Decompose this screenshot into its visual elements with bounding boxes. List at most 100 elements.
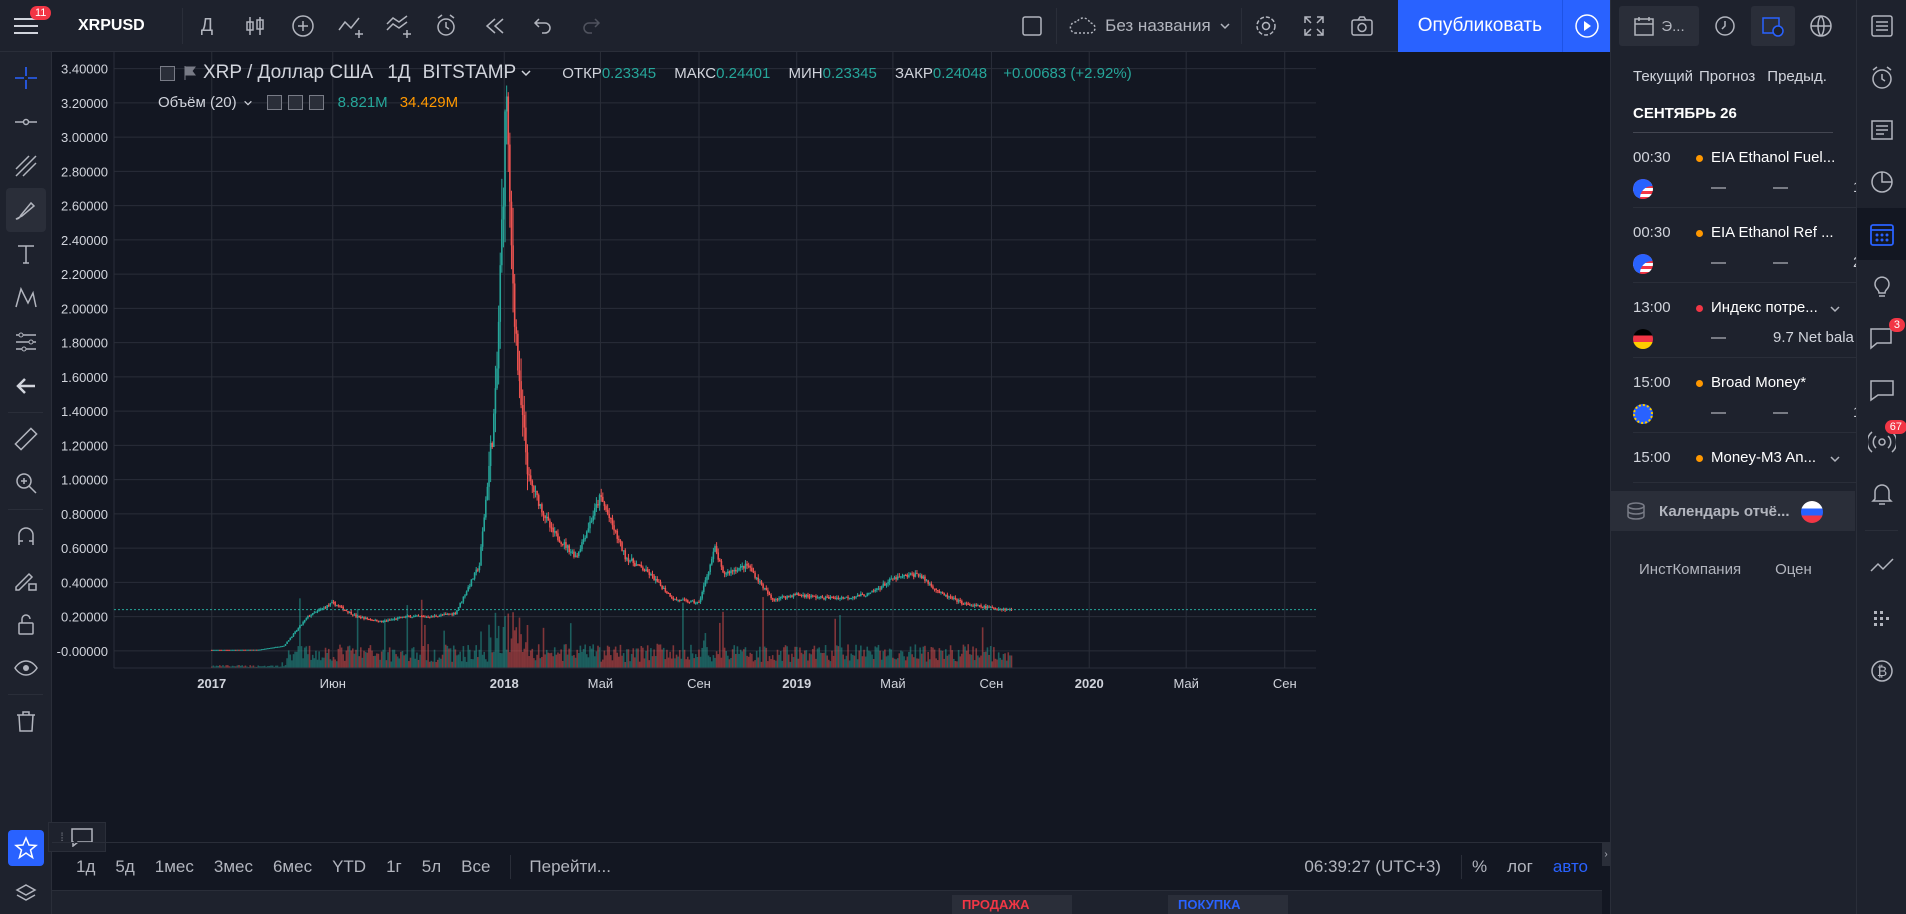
trading-button[interactable] [1857,541,1906,593]
calendar-tab[interactable]: Э... [1619,6,1699,46]
close-icon[interactable] [308,95,324,110]
lock-tool[interactable] [0,602,52,646]
range-button[interactable]: 1г [386,856,402,876]
fullscreen-button[interactable] [1290,0,1338,52]
tab-rating[interactable]: Оцен [1775,561,1812,578]
trendline-tool[interactable] [0,100,52,144]
fib-tool[interactable] [0,144,52,188]
chevron-down-icon[interactable] [1829,303,1841,315]
streams-button[interactable]: 67 [1857,416,1906,468]
event-row[interactable]: 13:00 Индекс потре... — 9.7 Net bala [1633,283,1863,358]
zoom-tool[interactable] [0,461,52,505]
eye-icon[interactable] [266,95,282,110]
data-window-button[interactable] [1857,104,1906,156]
earnings-calendar-row[interactable]: Календарь отчё... [1611,491,1855,531]
notifications-button[interactable] [1857,468,1906,520]
compare-button[interactable] [279,0,327,52]
collapse-legend-icon[interactable] [160,65,175,81]
gear-icon[interactable] [287,95,303,110]
goto-button[interactable]: Перейти... [529,856,611,876]
layout-select-button[interactable] [1008,0,1056,52]
column-actual[interactable]: Текущий [1633,68,1693,85]
snapshot-button[interactable] [1338,0,1386,52]
column-previous[interactable]: Предыд. [1767,68,1827,85]
chart-pane[interactable]: 3.40000 3.20000 3.00000 2.80000 2.60000 2.400… [48,52,1602,852]
publish-button[interactable]: Опубликовать [1397,0,1562,52]
range-button[interactable]: 3мес [213,856,253,876]
drag-handle-icon[interactable]: ⁞ [60,830,64,844]
buy-button[interactable]: ПОКУПКА [1168,895,1288,914]
object-tree-button[interactable] [0,872,52,914]
alert-button[interactable] [423,0,471,52]
private-chats-button[interactable] [1857,364,1906,416]
watchlist-button[interactable] [1857,0,1906,52]
text-tool[interactable] [0,232,52,276]
crosshair-tool[interactable] [0,56,52,100]
candle-body [975,604,978,606]
chevron-down-icon[interactable] [1829,453,1841,465]
range-button[interactable]: 1мес [154,856,194,876]
bar-style-button[interactable] [231,0,279,52]
settings-button[interactable] [1242,0,1290,52]
tab-instrument[interactable]: Инст [1639,561,1673,578]
back-tool[interactable] [0,364,52,408]
chat-bubble-button[interactable]: ⁞ [48,822,106,852]
events-tab[interactable] [1751,6,1795,46]
replay-button[interactable] [471,0,519,52]
event-row[interactable]: 15:00 Money-M3 An... [1633,433,1863,483]
interval-button[interactable]: Д [200,15,214,35]
menu-button[interactable]: 11 [0,0,52,52]
hotlists-button[interactable] [1857,156,1906,208]
prediction-tool[interactable] [0,320,52,364]
calendar-button[interactable] [1857,208,1906,260]
indicators-button[interactable] [327,0,375,52]
publish-video-button[interactable] [1562,0,1610,52]
series-title[interactable]: XRP / Доллар США [203,62,374,83]
log-toggle[interactable]: лог [1507,856,1533,876]
pattern-tool[interactable] [0,276,52,320]
alerts-button[interactable] [1857,52,1906,104]
history-tab[interactable] [1703,6,1747,46]
measure-tool[interactable] [0,417,52,461]
stay-drawing-tool[interactable] [0,558,52,602]
chevron-down-icon[interactable] [243,98,253,108]
range-button[interactable]: 1д [76,856,96,876]
magnet-tool[interactable] [0,514,52,558]
ideas-button[interactable] [1857,260,1906,312]
range-button[interactable]: Все [461,856,491,876]
auto-toggle[interactable]: авто [1552,856,1588,876]
sell-button[interactable]: ПРОДАЖА [952,895,1072,914]
save-layout-button[interactable]: Без названия [1057,0,1241,52]
volume-bar [545,649,548,668]
percent-toggle[interactable]: % [1471,856,1488,876]
price-chart[interactable]: 3.40000 3.20000 3.00000 2.80000 2.60000 2.400… [52,52,1602,842]
range-button[interactable]: 6мес [272,856,313,876]
chevron-down-icon[interactable] [520,67,532,79]
remove-drawings-tool[interactable] [0,699,52,743]
flag-icon[interactable] [183,65,197,81]
panel-collapse-handle[interactable]: › [1602,842,1610,866]
column-forecast[interactable]: Прогноз [1699,68,1756,85]
range-button[interactable]: 5д [115,856,135,876]
favorites-button[interactable] [8,830,44,866]
dom-button[interactable] [1857,593,1906,645]
crypto-button[interactable]: ₿ [1857,645,1906,697]
brush-tool[interactable] [6,188,46,232]
world-tab[interactable] [1799,6,1843,46]
range-button[interactable]: 5л [421,856,442,876]
coins-icon [1627,502,1645,520]
hide-tool[interactable] [0,646,52,690]
undo-button[interactable] [519,0,567,52]
tab-company[interactable]: Компания [1672,561,1742,578]
symbol-search[interactable]: XRPUSD [78,16,145,34]
templates-button[interactable] [375,0,423,52]
candle-body [914,572,917,577]
volume-title[interactable]: Объём (20) [158,94,237,111]
chats-button[interactable]: 3 [1857,312,1906,364]
clock[interactable]: 06:39:27 (UTC+3) [1304,856,1441,876]
redo-button[interactable] [567,0,615,52]
range-button[interactable]: YTD [332,856,367,876]
